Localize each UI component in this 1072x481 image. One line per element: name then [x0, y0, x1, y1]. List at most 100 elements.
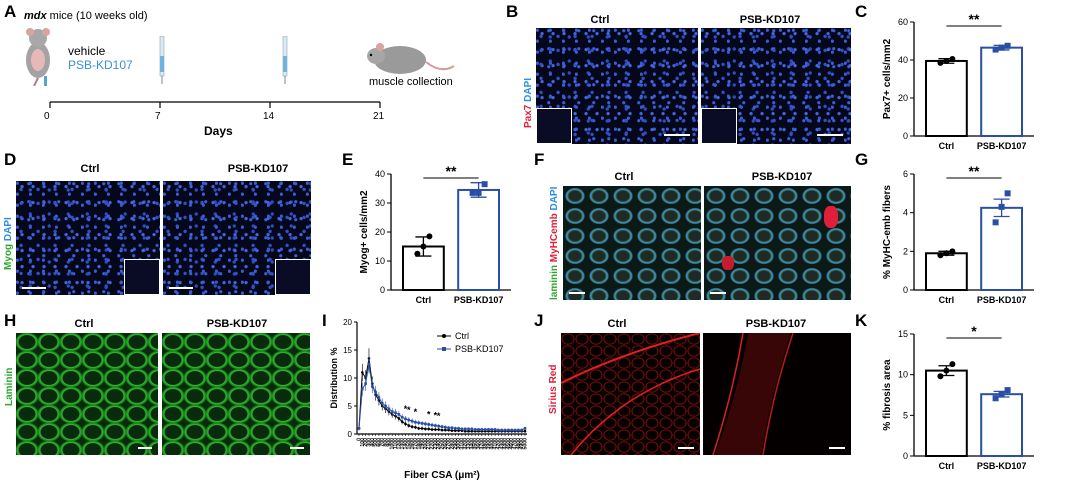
- x-tick-label: 400: [370, 438, 376, 447]
- data-point: [427, 427, 431, 431]
- data-point: [370, 385, 374, 388]
- data-point: [470, 429, 474, 433]
- data-point: [434, 428, 437, 431]
- panel-a-title: mdx mice (10 weeks old): [24, 10, 148, 22]
- data-point: [513, 428, 517, 432]
- data-point: [384, 404, 387, 408]
- data-point: [503, 428, 507, 432]
- scale-bar: [664, 134, 690, 136]
- y-tick-label: 15: [343, 346, 352, 355]
- pax7-label: Pax7: [523, 104, 534, 128]
- panel-letter-a: A: [4, 2, 17, 21]
- bar-ctrl: [925, 252, 968, 292]
- panel-b-col-drug: PSB-KD107: [739, 14, 801, 26]
- data-point: [523, 429, 527, 433]
- data-point: [943, 57, 950, 64]
- y-axis-label: % MyHC-emb fibers: [882, 185, 893, 279]
- significance-star: *: [434, 411, 438, 421]
- vehicle-label: vehicle: [68, 44, 106, 58]
- x-tick-label: 4000: [489, 438, 495, 450]
- data-point: [417, 427, 421, 430]
- data-point: [417, 421, 421, 425]
- y-tick-label: 4: [903, 208, 908, 218]
- x-tick-label: 1100: [393, 438, 399, 449]
- significance-stars: **: [969, 163, 980, 179]
- data-point: [440, 428, 444, 432]
- myhcemb-label: MyHCemb: [549, 213, 560, 263]
- micrograph-d-ctrl: [16, 181, 160, 295]
- x-tick-label: 700: [380, 438, 386, 447]
- panel-d-col-ctrl: Ctrl: [80, 163, 100, 175]
- x-tick-label: 100: [360, 438, 366, 447]
- data-point: [943, 250, 950, 257]
- data-point: [480, 428, 484, 431]
- x-tick-label: 4900: [519, 438, 525, 450]
- data-point: [427, 423, 431, 426]
- timeline-axis: [49, 101, 381, 108]
- scale-bar: [829, 447, 845, 449]
- data-point: [450, 429, 454, 432]
- micrograph-inset: [701, 108, 737, 144]
- scale-bar: [710, 292, 726, 294]
- data-point: [463, 429, 467, 433]
- x-tick-label: 1400: [403, 438, 409, 450]
- data-point: [394, 411, 397, 415]
- data-point: [477, 428, 480, 431]
- scale-bar: [290, 447, 304, 449]
- significance-stars: **: [446, 163, 457, 179]
- scale-bar: [169, 287, 193, 289]
- x-tick-label: 2700: [446, 438, 452, 450]
- data-point: [992, 46, 999, 53]
- micrograph-inset: [536, 108, 572, 144]
- x-tick-label: 900: [386, 438, 392, 447]
- data-point: [949, 361, 956, 368]
- panel-a-title-rest: mice (10 weeks old): [46, 10, 148, 22]
- category-label: Ctrl: [416, 295, 432, 305]
- significance-star: *: [404, 404, 408, 414]
- data-point: [949, 248, 956, 255]
- scale-bar: [817, 134, 843, 136]
- data-point: [400, 415, 404, 419]
- x-tick-label: 3700: [479, 438, 485, 450]
- x-tick-label: 500: [373, 438, 379, 447]
- micrograph-inset: [124, 259, 160, 295]
- mouse-vehicle-icon: [26, 28, 50, 86]
- data-point: [470, 427, 474, 431]
- data-point: [430, 428, 434, 431]
- data-point: [463, 427, 467, 431]
- data-point: [387, 407, 391, 411]
- x-tick-label: 2900: [453, 438, 459, 450]
- y-tick-label: 20: [343, 318, 352, 327]
- data-point: [447, 428, 450, 432]
- data-point: [517, 428, 520, 432]
- panel-d-side-label: Myog DAPI: [3, 217, 14, 270]
- micrograph-j-drug: [703, 333, 851, 455]
- panel-h-col-drug: PSB-KD107: [206, 318, 268, 330]
- y-tick-label: 0: [903, 131, 908, 141]
- data-point: [457, 427, 460, 430]
- legend-marker-ctrl: [442, 334, 446, 338]
- dapi-label: DAPI: [523, 77, 534, 102]
- data-point: [434, 424, 437, 427]
- data-point: [420, 422, 424, 425]
- data-point: [469, 189, 476, 196]
- data-point: [390, 410, 394, 413]
- x-tick-label: 300: [366, 438, 372, 447]
- data-point: [992, 395, 999, 402]
- x-tick-label: 200: [363, 438, 369, 447]
- x-tick-label: 4800: [516, 438, 522, 450]
- data-point: [473, 428, 477, 431]
- data-point: [510, 428, 514, 432]
- scale-bar: [138, 447, 152, 449]
- data-point: [483, 428, 487, 431]
- data-point: [481, 181, 488, 188]
- x-tick-label: 600: [376, 438, 382, 447]
- x-tick-label: 3300: [466, 438, 472, 450]
- myog-label: Myog: [3, 243, 14, 270]
- syringe-icon-day14: [282, 36, 288, 84]
- panel-letter-b: B: [506, 2, 519, 21]
- legend-label-drug: PSB-KD107: [455, 344, 504, 354]
- x-tick-label: 4700: [513, 438, 519, 450]
- x-tick-label: 2200: [430, 438, 436, 450]
- y-tick-label: 20: [375, 227, 385, 237]
